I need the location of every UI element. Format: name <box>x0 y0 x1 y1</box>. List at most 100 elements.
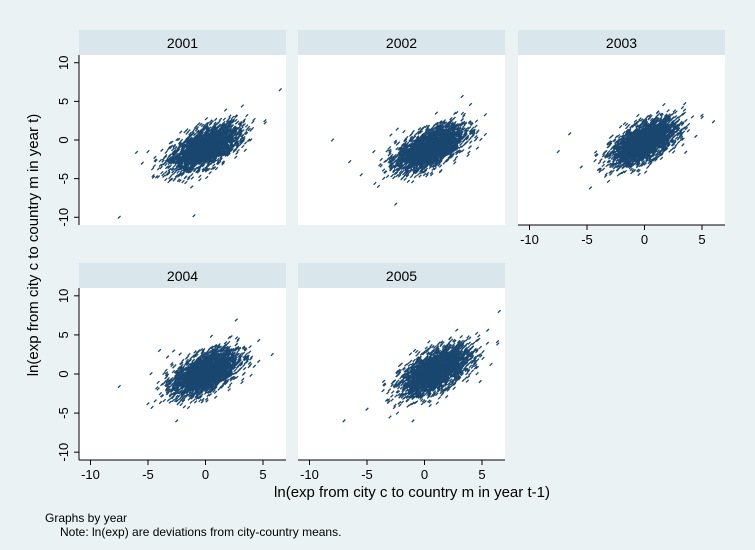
data-point <box>222 117 227 121</box>
data-point <box>174 168 179 173</box>
data-point <box>165 158 169 162</box>
data-point <box>233 114 238 118</box>
data-point <box>241 123 245 128</box>
data-point <box>219 123 224 127</box>
data-point <box>222 120 226 125</box>
plot-area <box>298 55 505 225</box>
data-point <box>156 175 161 179</box>
data-point <box>188 131 192 136</box>
data-point <box>186 177 191 181</box>
data-point <box>172 159 176 164</box>
panel-2001: 2001 -10 -5 0 5 10 <box>56 30 286 227</box>
data-point <box>248 138 253 142</box>
data-point <box>181 179 185 184</box>
panel-title: 2002 <box>386 35 417 51</box>
data-point <box>206 121 210 126</box>
data-point <box>240 126 244 130</box>
data-point <box>201 129 206 133</box>
data-point <box>174 156 178 160</box>
data-point <box>204 116 209 121</box>
data-point <box>207 167 211 172</box>
data-point <box>234 126 238 131</box>
data-point <box>170 140 174 144</box>
data-point <box>175 137 179 142</box>
data-point <box>229 143 234 148</box>
data-point <box>193 132 197 137</box>
data-point <box>244 124 249 128</box>
panel-header <box>79 30 286 55</box>
data-point <box>187 175 191 180</box>
data-point <box>159 165 163 170</box>
data-point <box>213 117 218 122</box>
data-point <box>241 144 245 149</box>
data-point <box>162 174 166 179</box>
data-point <box>242 120 246 124</box>
data-point <box>212 166 217 170</box>
data-point <box>234 118 238 123</box>
data-point <box>170 166 174 171</box>
data-point <box>216 153 221 158</box>
data-point <box>224 153 229 157</box>
y-tick-label: -10 <box>56 208 71 227</box>
data-point <box>247 138 251 143</box>
data-point <box>156 167 161 171</box>
data-point <box>229 148 234 153</box>
data-point <box>169 161 174 165</box>
data-point <box>235 140 239 145</box>
data-point <box>158 158 163 163</box>
data-point <box>212 163 216 168</box>
data-point <box>179 169 184 174</box>
data-point <box>189 185 194 189</box>
data-point <box>230 115 235 120</box>
data-point <box>252 117 256 122</box>
data-point <box>172 144 177 149</box>
data-point <box>172 178 176 182</box>
data-point <box>236 137 240 141</box>
data-point <box>243 141 248 145</box>
data-point <box>231 120 235 124</box>
data-point <box>213 124 217 129</box>
data-point <box>154 175 159 179</box>
data-point <box>221 160 225 164</box>
data-point <box>238 122 243 126</box>
data-point <box>208 170 212 175</box>
data-point <box>199 132 204 137</box>
data-point <box>166 170 171 175</box>
data-point <box>171 147 175 152</box>
data-point <box>160 163 165 167</box>
data-point <box>151 173 155 178</box>
data-point <box>160 148 164 152</box>
data-point <box>216 121 220 126</box>
panel-title: 2001 <box>167 35 198 51</box>
y-tick-label: 5 <box>56 98 71 105</box>
data-point <box>166 172 170 176</box>
data-point <box>176 174 181 178</box>
data-point <box>204 122 209 126</box>
y-tick-label: 10 <box>56 55 71 69</box>
data-point <box>217 153 222 158</box>
data-point <box>251 120 255 124</box>
data-point <box>241 129 245 133</box>
data-point <box>243 130 248 135</box>
data-point <box>160 170 164 175</box>
data-point <box>197 122 201 126</box>
data-point <box>213 121 217 125</box>
data-point <box>247 127 251 132</box>
data-point <box>229 118 233 123</box>
data-point <box>235 142 239 146</box>
data-point <box>164 162 168 167</box>
data-point <box>235 143 240 147</box>
data-point <box>164 170 168 174</box>
data-point <box>191 131 195 136</box>
y-tick-label: 0 <box>56 136 71 143</box>
data-point <box>184 180 188 185</box>
data-point <box>176 137 181 142</box>
y-tick-label: -5 <box>56 173 71 185</box>
data-point <box>242 118 247 122</box>
data-point <box>163 154 168 158</box>
data-point <box>245 127 249 131</box>
data-point <box>214 166 219 171</box>
data-point <box>229 139 234 144</box>
